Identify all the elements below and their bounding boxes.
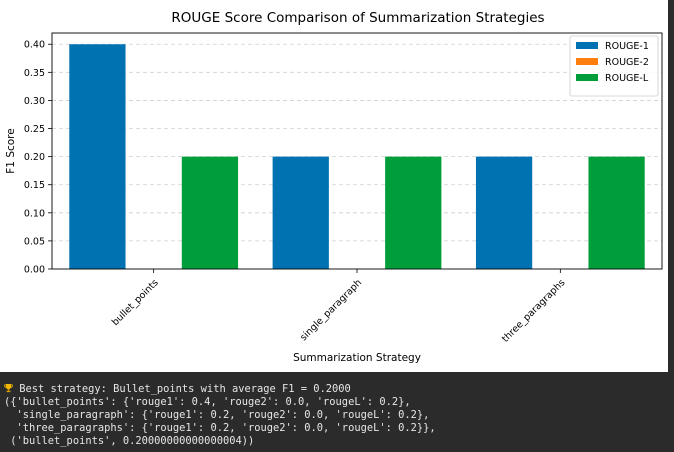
y-tick-label: 0.40 — [24, 40, 45, 51]
console-output: Best strategy: Bullet_points with averag… — [0, 372, 674, 452]
legend-label: ROUGE-1 — [605, 41, 649, 52]
bars — [69, 44, 645, 269]
y-tick-label: 0.15 — [24, 180, 45, 191]
console-line: ('bullet_points', 0.20000000000000004)) — [4, 435, 255, 447]
bar-rouge-l — [181, 156, 239, 269]
console-text: Best strategy: Bullet_points with averag… — [19, 383, 351, 395]
y-tick-label: 0.05 — [24, 236, 45, 247]
grid-lines — [52, 43, 662, 242]
bar-rouge-1 — [69, 44, 126, 269]
console-line-best: Best strategy: Bullet_points with averag… — [4, 382, 674, 396]
y-axis-label: F1 Score — [5, 128, 17, 173]
bar-rouge-l — [385, 156, 442, 269]
y-axis: 0.00 0.05 0.10 0.15 0.20 0.25 0.30 0.35 0.40 — [24, 40, 52, 276]
y-tick-label: 0.25 — [24, 124, 45, 135]
y-tick-label: 0.35 — [24, 68, 45, 79]
legend-swatch — [576, 74, 598, 81]
x-tick-label: three_paragraphs — [500, 277, 567, 344]
legend-label: ROUGE-2 — [605, 57, 649, 68]
legend-label: ROUGE-L — [605, 73, 649, 84]
legend-swatch — [576, 42, 598, 49]
legend-swatch — [576, 58, 598, 65]
y-tick-label: 0.10 — [24, 208, 45, 219]
bar-rouge-l — [588, 156, 645, 269]
legend: ROUGE-1 ROUGE-2 ROUGE-L — [569, 35, 659, 97]
console-line: ({'bullet_points': {'rouge1': 0.4, 'roug… — [4, 396, 411, 408]
x-axis: bullet_points single_paragraph three_parag… — [110, 269, 567, 345]
chart-title: ROUGE Score Comparison of Summarization … — [171, 10, 544, 26]
bar-rouge-1 — [475, 156, 533, 269]
trophy-icon — [4, 383, 13, 393]
chart-figure: ROUGE Score Comparison of Summarization … — [0, 0, 668, 372]
bar-rouge-1 — [272, 156, 329, 269]
console-line: 'single_paragraph': {'rouge1': 0.2, 'rou… — [4, 409, 430, 421]
y-tick-label: 0.00 — [24, 265, 45, 276]
console-line: 'three_paragraphs': {'rouge1': 0.2, 'rou… — [4, 422, 436, 434]
y-tick-label: 0.30 — [24, 96, 45, 107]
y-tick-label: 0.20 — [24, 152, 45, 163]
x-tick-label: single_paragraph — [298, 277, 364, 343]
x-axis-label: Summarization Strategy — [293, 352, 421, 364]
bar-chart: ROUGE Score Comparison of Summarization … — [5, 10, 663, 364]
x-tick-label: bullet_points — [110, 277, 161, 328]
